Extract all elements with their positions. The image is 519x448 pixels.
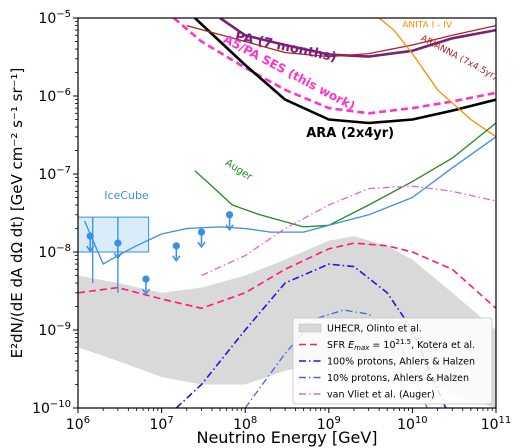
x-axis-label: Neutrino Energy [GeV] (196, 428, 377, 447)
annotation-icecube: IceCube (104, 189, 149, 202)
annotation-arianna-7x4-5yr: ARIANNA (7x4.5yr) (419, 34, 499, 83)
series-line-icecube (84, 136, 496, 265)
series-line-van-vliet (201, 185, 496, 277)
y-tick-label: 10−8 (38, 243, 71, 261)
legend-label: 100% protons, Ahlers & Halzen (327, 357, 475, 368)
annotation-auger: Auger (223, 158, 255, 184)
plot-frame (77, 17, 497, 409)
legend: UHECR, Olinto et al. SFR Emax = 1021.5, K… (292, 317, 493, 405)
series-line-ara-2x4yr (194, 18, 496, 125)
icecube-upper-limit (141, 275, 151, 296)
legend-label: UHECR, Olinto et al. (327, 324, 422, 335)
legend-entry: SFR Emax = 1021.5, Kotera et al. (299, 338, 475, 352)
x-tick-label: 109 (317, 415, 341, 433)
icecube-upper-limit (197, 228, 206, 249)
icecube-upper-limit (86, 232, 95, 253)
icecube-upper-limit (113, 239, 123, 260)
series-line-arianna-7x4-5yr (186, 24, 496, 58)
axis-ticks: 106 107 108 109 1010 1011 10−10 10−9 10−8 10−7 10−… (32, 9, 511, 433)
x-tick-label: 1011 (481, 415, 512, 433)
annotation-ara-2x4yr: ARA (2x4yr) (306, 126, 394, 141)
icecube-upper-limit (172, 242, 181, 263)
series-line-a5-pa-ses-this-work (172, 18, 496, 115)
legend-entry: 10% protons, Ahlers & Halzen (299, 373, 469, 384)
legend-label: van Vliet et al. (Auger) (327, 390, 435, 401)
y-tick-label: 10−6 (38, 87, 71, 105)
annotation-anita-i-iv: ANITA I - IV (402, 21, 453, 31)
legend-entry: UHECR, Olinto et al. (298, 323, 422, 335)
legend-swatch (298, 323, 322, 333)
icecube-upper-limit (225, 211, 234, 232)
x-tick-label: 107 (149, 415, 173, 433)
legend-label: 10% protons, Ahlers & Halzen (327, 373, 469, 384)
legend-label: SFR Emax = 1021.5, Kotera et al. (327, 338, 475, 352)
series-line-sfr-emax (78, 242, 496, 310)
y-tick-label: 10−5 (38, 9, 71, 27)
y-tick-label: 10−9 (38, 321, 71, 339)
legend-entry: van Vliet et al. (Auger) (299, 390, 435, 401)
y-tick-label: 10−7 (38, 165, 71, 183)
y-axis-label: E²dN/(dE dA dΩ dt) [GeV cm⁻² s⁻¹ sr⁻¹] (8, 68, 26, 359)
y-tick-label: 10−10 (32, 399, 71, 417)
axes-frame (77, 17, 497, 409)
series-line-anita-i-iv (378, 18, 496, 138)
legend-entry: 100% protons, Ahlers & Halzen (299, 357, 475, 368)
series-line-auger (194, 122, 496, 228)
x-tick-label: 108 (233, 415, 257, 433)
annotations: PA (7 months)A5/PA SES (this work)ARA (2… (104, 21, 499, 202)
x-tick-label: 106 (66, 415, 90, 433)
x-tick-label: 1010 (397, 415, 428, 433)
legend-box (292, 317, 493, 405)
